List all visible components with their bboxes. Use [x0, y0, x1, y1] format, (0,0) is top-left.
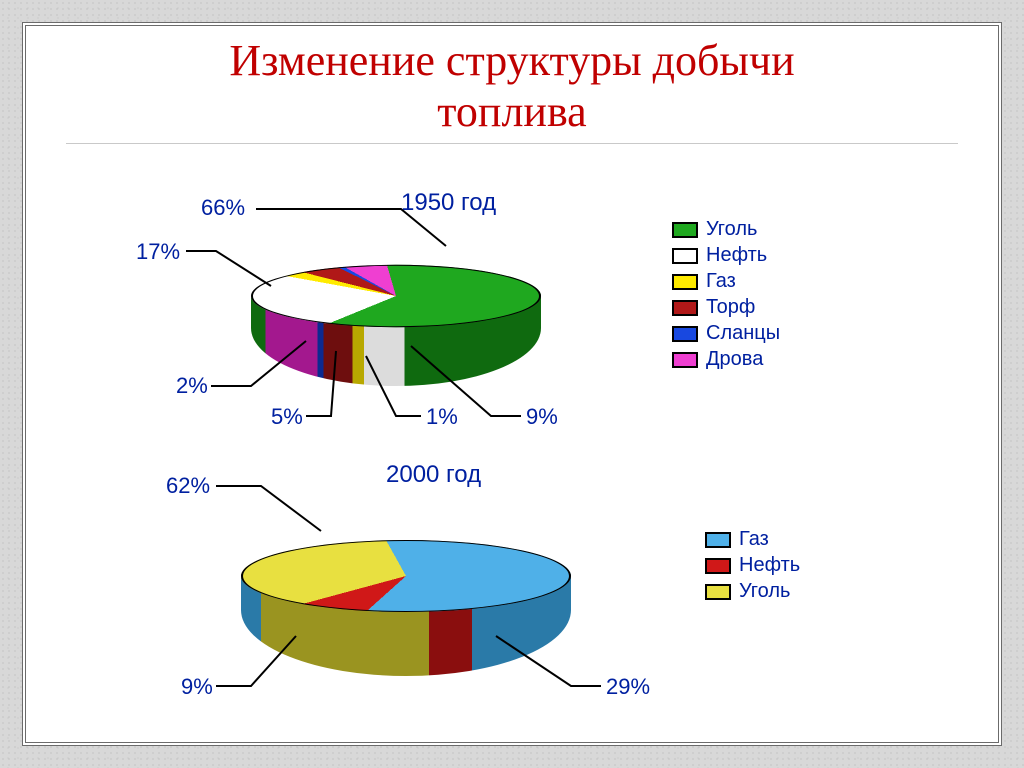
swatch-coal [672, 222, 698, 238]
legend-label-coal: Уголь [706, 218, 757, 241]
title-line-2: топлива [437, 87, 586, 136]
chart1-label-coal: 66% [201, 195, 245, 221]
swatch-peat [672, 300, 698, 316]
swatch-gas [672, 274, 698, 290]
legend-item-wood: Дрова [672, 348, 780, 371]
legend2-item-oil: Нефть [705, 554, 800, 577]
title-divider [66, 143, 958, 144]
legend2-label-oil: Нефть [739, 554, 800, 577]
legend-label-oil: Нефть [706, 244, 767, 267]
swatch2-gas [705, 532, 731, 548]
legend2-item-coal: Уголь [705, 580, 800, 603]
chart2-legend: Газ Нефть Уголь [699, 521, 806, 610]
swatch2-coal [705, 584, 731, 600]
legend2-item-gas: Газ [705, 528, 800, 551]
chart1-label-oil: 17% [136, 239, 180, 265]
page-title: Изменение структуры добычи топлива [26, 36, 998, 137]
legend2-label-gas: Газ [739, 528, 769, 551]
slide-frame: Изменение структуры добычи топлива 1950 … [22, 22, 1002, 746]
legend-label-wood: Дрова [706, 348, 763, 371]
chart1-label-peat: 5% [271, 404, 303, 430]
chart1-label-gas: 2% [176, 373, 208, 399]
legend-item-peat: Торф [672, 296, 780, 319]
legend-item-oil: Нефть [672, 244, 780, 267]
legend-label-peat: Торф [706, 296, 755, 319]
legend-item-shale: Сланцы [672, 322, 780, 345]
legend2-label-coal: Уголь [739, 580, 790, 603]
swatch2-oil [705, 558, 731, 574]
title-line-1: Изменение структуры добычи [229, 36, 794, 85]
charts-container: 1950 год 66% 17% 2% 5% 1% [171, 191, 871, 721]
chart2-label-gas: 62% [166, 473, 210, 499]
chart2-label-oil: 9% [181, 674, 213, 700]
swatch-wood [672, 352, 698, 368]
chart1-legend: Уголь Нефть Газ Торф Сланцы Дрова [666, 211, 786, 378]
legend-label-gas: Газ [706, 270, 736, 293]
legend-label-shale: Сланцы [706, 322, 780, 345]
chart1-label-wood: 9% [526, 404, 558, 430]
swatch-shale [672, 326, 698, 342]
legend-item-coal: Уголь [672, 218, 780, 241]
chart1-label-shale: 1% [426, 404, 458, 430]
legend-item-gas: Газ [672, 270, 780, 293]
swatch-oil [672, 248, 698, 264]
chart2-label-coal: 29% [606, 674, 650, 700]
